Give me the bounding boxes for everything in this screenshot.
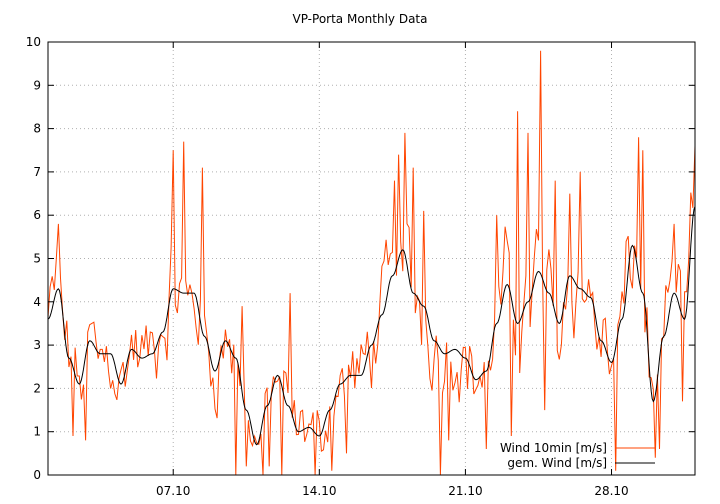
y-tick-label: 8 xyxy=(33,122,41,136)
series-wind-10min xyxy=(47,50,696,476)
y-tick-label: 9 xyxy=(33,78,41,92)
y-tick-label: 6 xyxy=(33,208,41,222)
x-tick-label: 28.10 xyxy=(594,484,628,498)
y-tick-label: 4 xyxy=(33,295,41,309)
y-tick-label: 1 xyxy=(33,425,41,439)
legend-label-wind-10min: Wind 10min [m/s] xyxy=(500,441,607,455)
y-tick-label: 7 xyxy=(33,165,41,179)
x-tick-label: 14.10 xyxy=(302,484,336,498)
series-wind-10min-line xyxy=(47,50,696,476)
grid-lines xyxy=(48,42,695,475)
series-gem-wind-line xyxy=(47,206,696,446)
legend: Wind 10min [m/s] gem. Wind [m/s] xyxy=(500,441,655,470)
y-tick-label: 5 xyxy=(33,252,41,266)
y-tick-label: 10 xyxy=(26,35,41,49)
series-gem-wind xyxy=(47,206,696,446)
y-tick-label: 3 xyxy=(33,338,41,352)
x-tick-label: 07.10 xyxy=(156,484,190,498)
legend-label-gem-wind: gem. Wind [m/s] xyxy=(507,456,607,470)
y-tick-label: 2 xyxy=(33,381,41,395)
axis-ticks: 0 1 2 3 4 5 6 7 8 9 10 07.10 14.10 21.10 28.10 xyxy=(26,35,695,498)
chart-title: VP-Porta Monthly Data xyxy=(293,12,428,26)
x-tick-label: 21.10 xyxy=(448,484,482,498)
y-tick-label: 0 xyxy=(33,468,41,482)
